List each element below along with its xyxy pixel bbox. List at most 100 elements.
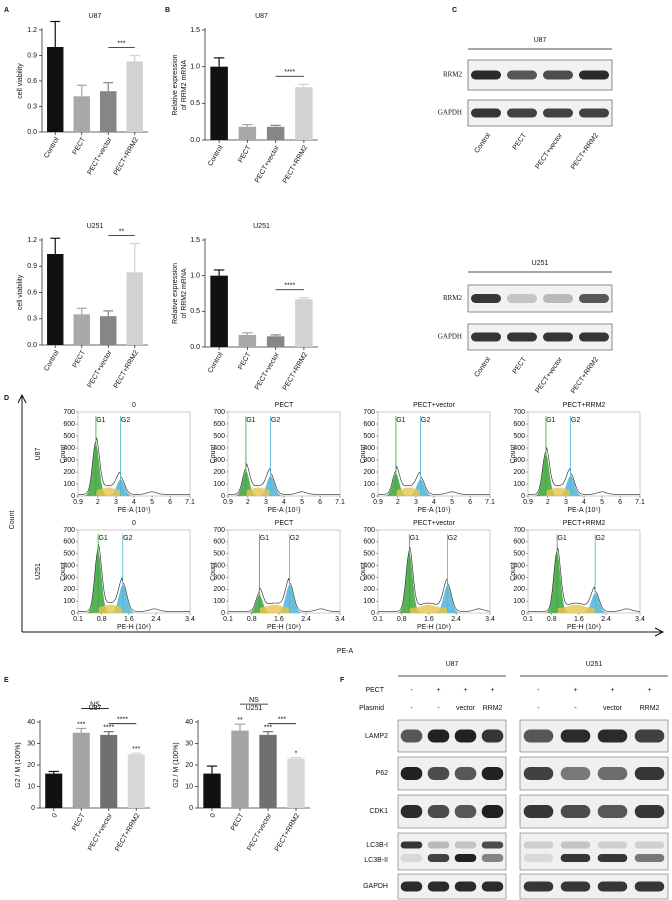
bar	[210, 66, 228, 140]
x-tick-label: Control	[43, 349, 61, 372]
blot-band	[634, 854, 665, 862]
blot-group-title: U87	[534, 37, 547, 44]
x-tick-label: 1.6	[424, 616, 434, 623]
y-tick-label: 0.9	[27, 263, 37, 270]
y-tick-label: 700	[513, 409, 525, 416]
panel-title: 0	[132, 520, 136, 527]
y-tick-label: 100	[513, 481, 525, 488]
y-tick-label: 700	[513, 527, 525, 534]
x-tick-label: 3	[414, 499, 418, 506]
axis-arrow	[17, 393, 27, 632]
condition-label: +	[490, 687, 494, 694]
y-axis-label: Relative expression	[172, 263, 179, 324]
y-tick-label: 200	[63, 469, 75, 476]
x-axis-label: PE-A (10⁵)	[117, 507, 150, 514]
y-tick-label: 600	[213, 421, 225, 428]
condition-label: +	[436, 687, 440, 694]
blot-band	[523, 841, 554, 849]
x-tick-label: PECT+RRM2	[113, 136, 140, 176]
x-tick-label: 2.4	[151, 616, 161, 623]
y-tick-label: 10	[185, 783, 193, 790]
x-tick-label: PECT+vector	[87, 349, 114, 389]
x-axis-label: PE-H (10⁶)	[267, 624, 301, 631]
y-tick-label: 600	[513, 539, 525, 546]
y-tick-label: 100	[63, 481, 75, 488]
y-tick-label: 600	[513, 421, 525, 428]
blot-row-label: LC3B-II	[364, 857, 388, 864]
blot-band	[481, 841, 504, 849]
x-tick-label: PECT	[237, 144, 253, 164]
x-tick-label: PECT	[71, 812, 87, 832]
panel-letter: C	[452, 7, 457, 14]
y-tick-label: 200	[363, 469, 375, 476]
panel-letter: D	[4, 395, 9, 402]
y-tick-label: 0	[371, 610, 375, 617]
x-tick-label: 4	[132, 499, 136, 506]
x-tick-label: 6	[468, 499, 472, 506]
x-tick-label: 3.4	[635, 616, 645, 623]
y-tick-label: 200	[513, 469, 525, 476]
bar	[210, 275, 228, 347]
x-tick-label: PECT+vector	[87, 136, 114, 176]
histogram-outline	[228, 462, 340, 495]
histogram-outline	[228, 577, 340, 612]
significance-label: ***	[278, 717, 286, 724]
blot-band	[634, 805, 665, 818]
gate-label: G1	[410, 535, 419, 542]
blot-band	[427, 881, 450, 892]
panel-title: PECT	[275, 520, 294, 527]
s-phase	[228, 604, 340, 613]
y-tick-label: 0.9	[27, 52, 37, 59]
blot-band	[523, 854, 554, 862]
x-tick-label: PECT+vector	[87, 812, 114, 852]
blot-band	[454, 805, 477, 818]
g1-peak	[378, 473, 490, 496]
blot-band	[597, 841, 628, 849]
s-phase	[228, 487, 340, 496]
blot-band	[427, 854, 450, 862]
y-tick-label: 600	[63, 539, 75, 546]
x-tick-label: 7.1	[485, 499, 495, 506]
y-tick-label: 0	[189, 805, 193, 812]
y-tick-label: 0.0	[190, 344, 200, 351]
x-axis-label: PE-H (10⁶)	[417, 624, 451, 631]
x-tick-label: 2	[396, 499, 400, 506]
y-tick-label: 0.5	[190, 308, 200, 315]
y-tick-label: 600	[363, 539, 375, 546]
blot-band	[454, 881, 477, 892]
gate-label: G2	[596, 535, 605, 542]
gate-label: G1	[98, 535, 107, 542]
x-tick-label: PECT+vector	[254, 144, 281, 184]
x-tick-label: 5	[600, 499, 604, 506]
blot-band	[597, 729, 628, 743]
blot-band	[507, 294, 537, 303]
y-axis-label: Count	[510, 445, 517, 464]
gate-label: G2	[571, 417, 580, 424]
x-tick-label: 1.6	[574, 616, 584, 623]
x-tick-label: PECT+RRM2	[282, 351, 309, 391]
y-tick-label: 300	[213, 457, 225, 464]
blot-row-label: GAPDH	[438, 333, 462, 341]
blot-band	[634, 767, 665, 780]
y-tick-label: 0.6	[27, 78, 37, 85]
chart-title: U87	[89, 13, 102, 20]
y-tick-label: 400	[63, 445, 75, 452]
blot-band	[543, 294, 573, 303]
blot-band	[634, 729, 665, 743]
x-axis-label: PE-A (10⁵)	[417, 507, 450, 514]
y-tick-label: 600	[213, 539, 225, 546]
condition-label: vector	[456, 705, 476, 712]
bar	[45, 773, 63, 808]
bar	[266, 126, 285, 140]
panel-letter: F	[340, 677, 345, 684]
y-axis-label: G2 / M (100%)	[15, 742, 22, 788]
blot-group-title: U87	[446, 661, 459, 668]
x-tick-label: 0.9	[523, 499, 533, 506]
chart-title: U87	[255, 13, 268, 20]
y-tick-label: 100	[363, 598, 375, 605]
blot-band	[507, 70, 537, 80]
x-tick-label: 0.1	[373, 616, 383, 623]
x-tick-label: 0.8	[247, 616, 257, 623]
blot-band	[427, 767, 450, 780]
y-tick-label: 200	[213, 586, 225, 593]
